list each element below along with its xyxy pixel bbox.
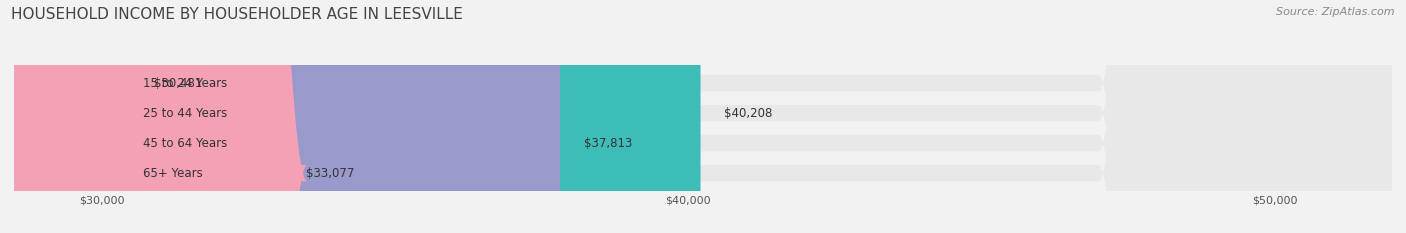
FancyBboxPatch shape (14, 0, 1392, 233)
Text: HOUSEHOLD INCOME BY HOUSEHOLDER AGE IN LEESVILLE: HOUSEHOLD INCOME BY HOUSEHOLDER AGE IN L… (11, 7, 463, 22)
Text: 45 to 64 Years: 45 to 64 Years (143, 137, 228, 150)
Text: 65+ Years: 65+ Years (143, 167, 202, 180)
Text: $37,813: $37,813 (583, 137, 631, 150)
Text: $33,077: $33,077 (307, 167, 354, 180)
FancyBboxPatch shape (14, 0, 1392, 233)
FancyBboxPatch shape (14, 0, 1392, 233)
FancyBboxPatch shape (14, 0, 560, 233)
FancyBboxPatch shape (0, 0, 308, 233)
FancyBboxPatch shape (0, 0, 308, 233)
Text: $30,481: $30,481 (153, 77, 202, 90)
FancyBboxPatch shape (14, 0, 700, 233)
Text: 15 to 24 Years: 15 to 24 Years (143, 77, 228, 90)
FancyBboxPatch shape (14, 0, 1392, 233)
Text: Source: ZipAtlas.com: Source: ZipAtlas.com (1277, 7, 1395, 17)
Text: 25 to 44 Years: 25 to 44 Years (143, 107, 228, 120)
Text: $40,208: $40,208 (724, 107, 772, 120)
